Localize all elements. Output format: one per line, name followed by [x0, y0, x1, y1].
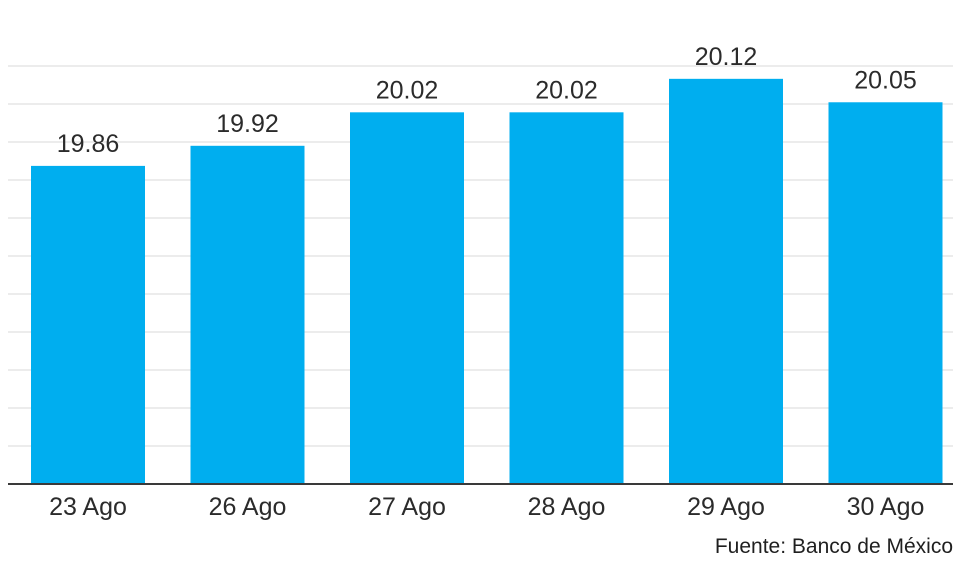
bar-value-label: 19.92	[216, 110, 279, 138]
bar	[190, 145, 305, 484]
x-tick-label: 23 Ago	[49, 493, 127, 521]
x-tick-label: 29 Ago	[687, 493, 765, 521]
bar-value-labels: 19.86 19.92 20.02 20.02 20.12 20.05	[57, 43, 917, 158]
bar	[828, 102, 943, 484]
bar-value-label: 20.05	[854, 66, 917, 94]
x-tick-label: 28 Ago	[528, 493, 606, 521]
x-tick-labels: 23 Ago 26 Ago 27 Ago 28 Ago 29 Ago 30 Ago	[49, 493, 924, 521]
bar	[350, 112, 464, 485]
source-note: Fuente: Banco de México	[714, 535, 953, 558]
bar	[31, 165, 145, 485]
bar	[669, 78, 783, 484]
bar-value-label: 20.12	[695, 43, 758, 71]
x-tick-label: 30 Ago	[847, 493, 925, 521]
x-tick-label: 26 Ago	[209, 493, 287, 521]
bar-value-label: 20.02	[376, 76, 439, 104]
gridlines	[8, 65, 953, 447]
bar-value-label: 20.02	[535, 76, 598, 104]
bars	[31, 78, 943, 485]
bar-value-label: 19.86	[57, 130, 120, 158]
bar	[509, 112, 624, 485]
x-tick-label: 27 Ago	[368, 493, 446, 521]
